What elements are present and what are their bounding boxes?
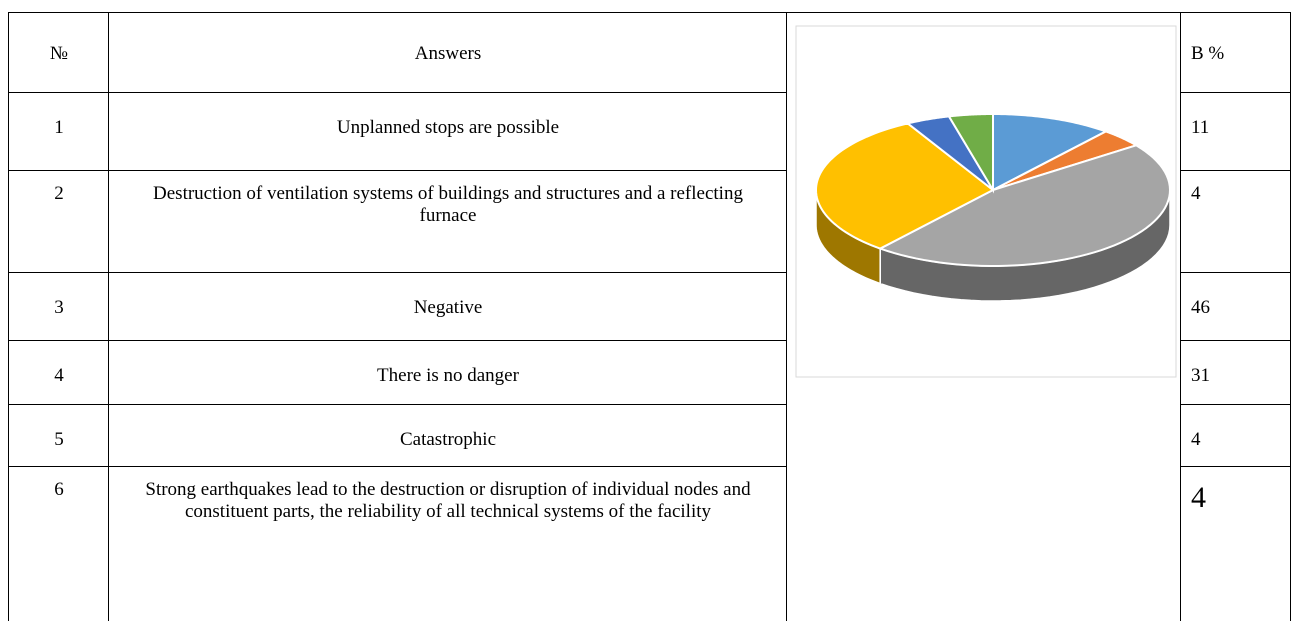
cell-text: 46 (1191, 297, 1210, 318)
table-cell: 4 (1180, 466, 1291, 621)
cell-text: 4 (1191, 429, 1201, 450)
table-cell: 1 (8, 92, 109, 171)
table-cell: Destruction of ventilation systems of bu… (108, 170, 787, 273)
table-cell: 11 (1180, 92, 1291, 171)
table-cell: Strong earthquakes lead to the destructi… (108, 466, 787, 621)
pie-slice (992, 130, 1139, 191)
table-cell: Catastrophic (108, 404, 787, 467)
cell-text: В % (1191, 43, 1225, 64)
pie-slice (947, 112, 994, 194)
cell-text: 2 (54, 183, 64, 204)
table-cell: 2 (8, 170, 109, 273)
table-cell: 31 (1180, 340, 1291, 405)
table-cell: № (8, 12, 109, 93)
cell-text: There is no danger (377, 365, 519, 386)
table-cell: Answers (108, 12, 787, 93)
pie-slice (905, 115, 994, 191)
table-cell: 4 (8, 340, 109, 405)
cell-text: Catastrophic (399, 429, 497, 450)
cell-text: Answers (414, 43, 482, 64)
pie-slice (992, 112, 1109, 192)
table-cell: 46 (1180, 272, 1291, 341)
cell-text: № (49, 43, 69, 64)
cell-text: 6 (54, 479, 64, 500)
table-cell: 3 (8, 272, 109, 341)
cell-text: 11 (1191, 117, 1210, 138)
table-cell: There is no danger (108, 340, 787, 405)
table-cell: 5 (8, 404, 109, 467)
cell-text: 4 (54, 365, 64, 386)
cell-text: 5 (54, 429, 64, 450)
pie-slice (815, 122, 995, 250)
table-cell: Negative (108, 272, 787, 341)
table-cell: В % (1180, 12, 1291, 93)
pie-slice (877, 144, 1172, 267)
table-cell: Unplanned stops are possible (108, 92, 787, 171)
cell-text: 4 (1191, 481, 1206, 514)
cell-text: 3 (54, 297, 64, 318)
table-cell (786, 12, 1181, 621)
table-cell: 4 (1180, 404, 1291, 467)
cell-text: 31 (1191, 365, 1210, 386)
table-cell: 6 (8, 466, 109, 621)
cell-text: Strong earthquakes lead to the destructi… (145, 479, 751, 522)
cell-text: Negative (413, 297, 483, 318)
cell-text: Destruction of ventilation systems of bu… (153, 183, 743, 226)
cell-text: Unplanned stops are possible (336, 117, 560, 138)
cell-text: 1 (54, 117, 64, 138)
table-cell: 4 (1180, 170, 1291, 273)
cell-text: 4 (1191, 183, 1201, 204)
